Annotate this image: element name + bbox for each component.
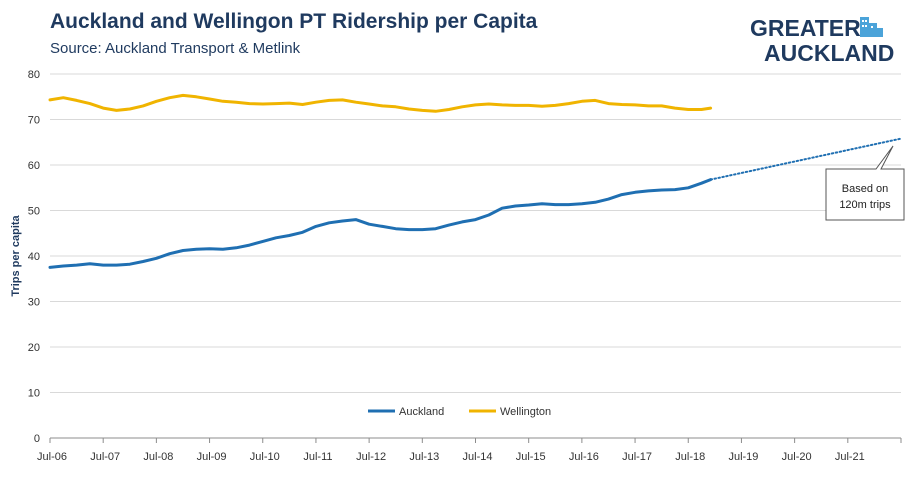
x-tick-label: Jul-13 bbox=[409, 451, 439, 463]
x-tick-label: Jul-20 bbox=[782, 451, 812, 463]
x-tick-label: Jul-07 bbox=[90, 451, 120, 463]
y-tick-label: 10 bbox=[28, 388, 40, 400]
x-tick-label: Jul-21 bbox=[835, 451, 865, 463]
y-tick-label: 20 bbox=[28, 342, 40, 354]
y-tick-label: 40 bbox=[28, 251, 40, 263]
chart-subtitle: Source: Auckland Transport & Metlink bbox=[50, 40, 301, 57]
y-tick-labels: 0 10 20 30 40 50 60 70 80 bbox=[28, 69, 40, 445]
x-tick-label: Jul-12 bbox=[356, 451, 386, 463]
y-tick-label: 0 bbox=[34, 433, 40, 445]
x-tick-label: Jul-19 bbox=[728, 451, 758, 463]
x-tick-label: Jul-16 bbox=[569, 451, 599, 463]
x-tick-label: Jul-11 bbox=[303, 451, 332, 463]
callout-box bbox=[825, 145, 905, 221]
x-tick-label: Jul-09 bbox=[197, 451, 227, 463]
legend: Auckland Wellington bbox=[368, 406, 551, 418]
legend-label: Auckland bbox=[399, 406, 444, 418]
y-tick-label: 80 bbox=[28, 69, 40, 81]
y-tick-label: 50 bbox=[28, 206, 40, 218]
projection-line bbox=[709, 137, 902, 181]
y-axis-label: Trips per capita bbox=[10, 214, 22, 296]
chart-title: Auckland and Wellingon PT Ridership per … bbox=[50, 10, 538, 33]
x-tick-label: Jul-17 bbox=[622, 451, 652, 463]
x-tick-label: Jul-06 bbox=[37, 451, 67, 463]
x-tick-label: Jul-08 bbox=[143, 451, 173, 463]
greater-auckland-logo: GREATER AUCKLAND bbox=[750, 15, 894, 64]
y-tick-label: 30 bbox=[28, 297, 40, 309]
annotation-callout: Based on 120m trips bbox=[825, 145, 905, 221]
axes bbox=[49, 437, 902, 443]
callout-line-1: Based on bbox=[842, 183, 888, 195]
logo-line-2: AUCKLAND bbox=[764, 40, 894, 64]
x-tick-labels: Jul-06 Jul-07 Jul-08 Jul-09 Jul-10 Jul-11 Jul-… bbox=[37, 451, 865, 463]
callout-line-2: 120m trips bbox=[839, 199, 891, 211]
x-tick-label: Jul-14 bbox=[463, 451, 493, 463]
legend-label: Wellington bbox=[500, 406, 551, 418]
logo-line-1: GREATER bbox=[750, 15, 861, 41]
x-tick-label: Jul-15 bbox=[516, 451, 546, 463]
y-tick-label: 70 bbox=[28, 115, 40, 127]
x-tick-label: Jul-18 bbox=[675, 451, 705, 463]
x-tick-label: Jul-10 bbox=[250, 451, 280, 463]
series-line-auckland bbox=[48, 178, 713, 269]
y-tick-label: 60 bbox=[28, 160, 40, 172]
city-buildings-icon bbox=[860, 17, 883, 37]
grid-lines bbox=[50, 73, 901, 393]
series-line-wellington bbox=[48, 93, 713, 113]
series-lines bbox=[48, 93, 902, 269]
